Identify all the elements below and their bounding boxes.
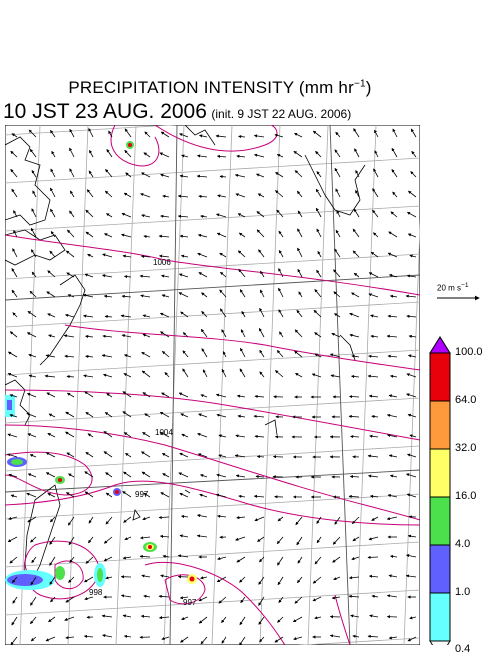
colorbar-label: 0.4 xyxy=(455,643,470,655)
colorbar-box xyxy=(430,353,450,401)
colorbar xyxy=(425,335,455,645)
valid-time: 10 JST 23 AUG. 2006 (init. 9 JST 22 AUG.… xyxy=(3,100,351,124)
colorbar-box xyxy=(430,497,450,545)
contour-label: 997 xyxy=(183,598,197,607)
colorbar-box xyxy=(430,593,450,641)
colorbar-label: 64.0 xyxy=(455,394,476,406)
colorbar-label: 4.0 xyxy=(455,538,470,550)
colorbar-label: 1.0 xyxy=(455,586,470,598)
wind-vector xyxy=(368,557,378,558)
init-time-label: (init. 9 JST 22 AUG. 2006) xyxy=(211,107,351,121)
colorbar-box xyxy=(430,545,450,593)
precipitation-map: 1006 1004 997 998 997 xyxy=(5,125,420,645)
colorbar-box xyxy=(430,401,450,449)
colorbar-under-triangle xyxy=(430,641,450,645)
colorbar-label: 16.0 xyxy=(455,490,476,502)
contour-label: 998 xyxy=(89,588,103,597)
contour-label: 1004 xyxy=(155,428,173,437)
contour-label: 997 xyxy=(135,490,149,499)
colorbar-label: 100.0 xyxy=(455,346,483,358)
colorbar-box xyxy=(430,449,450,497)
colorbar-label: 32.0 xyxy=(455,442,476,454)
valid-time-label: 10 JST 23 AUG. 2006 xyxy=(3,100,207,123)
chart-title: PRECIPITATION INTENSITY (mm hr−1) xyxy=(0,78,440,98)
contour-label: 1006 xyxy=(153,258,171,267)
colorbar-over-triangle xyxy=(430,337,450,353)
